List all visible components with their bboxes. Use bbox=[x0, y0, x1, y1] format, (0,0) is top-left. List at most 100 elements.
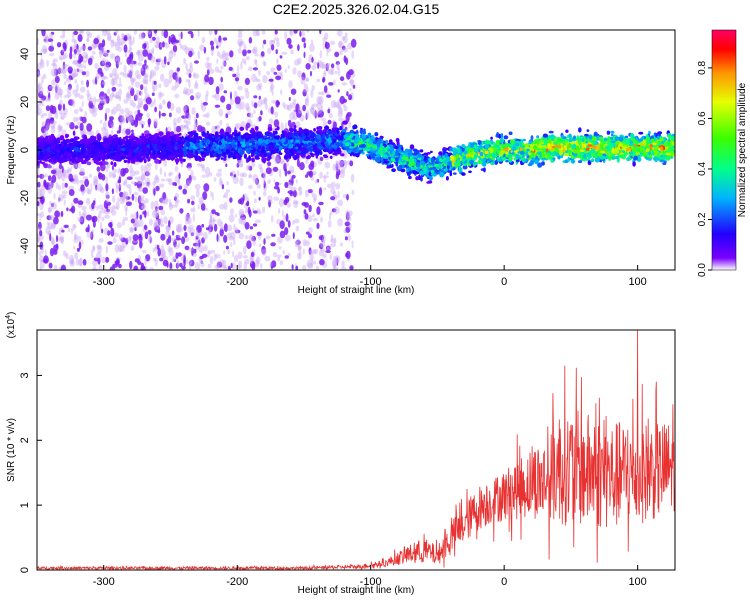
spectrogram-speckle bbox=[85, 70, 90, 78]
spectrogram-speckle bbox=[143, 86, 148, 95]
spectrogram-speckle bbox=[337, 68, 341, 77]
spectrogram-speckle bbox=[190, 195, 196, 201]
spectrogram-speckle bbox=[287, 119, 292, 127]
spectrogram-speckle bbox=[105, 30, 111, 36]
spectrogram-speckle bbox=[44, 35, 50, 40]
spectrogram-speckle bbox=[313, 197, 316, 204]
spectrogram-speckle bbox=[287, 220, 291, 228]
spectrogram-speckle bbox=[167, 101, 172, 109]
spectrogram-speckle bbox=[304, 213, 309, 220]
spectrogram-speckle bbox=[51, 202, 57, 210]
spectrogram-speckle bbox=[187, 166, 192, 172]
spectrogram-speckle bbox=[240, 61, 243, 70]
spectrogram-speckle bbox=[342, 47, 349, 53]
spectrogram-speckle bbox=[105, 191, 110, 199]
spectrogram-speckle bbox=[179, 262, 183, 268]
spectrogram-speckle bbox=[235, 72, 240, 79]
spectrogram-speckle bbox=[181, 44, 188, 51]
spectrogram-speckle bbox=[279, 230, 286, 239]
spectrogram-speckle bbox=[56, 170, 63, 179]
spectrogram-speckle bbox=[66, 92, 72, 98]
spectrogram-ridge-cell bbox=[329, 155, 333, 159]
spectrogram-ridge-cell bbox=[340, 153, 345, 157]
spectrogram-speckle bbox=[305, 110, 310, 119]
spectrogram-speckle bbox=[148, 118, 151, 128]
spectrogram-speckle bbox=[316, 222, 320, 230]
spectrogram-speckle bbox=[277, 257, 281, 262]
spectrogram-speckle bbox=[290, 88, 297, 95]
spectrogram-speckle bbox=[174, 182, 177, 187]
spectrogram-speckle bbox=[49, 52, 55, 57]
spectrogram-speckle bbox=[44, 182, 51, 191]
spectrogram-speckle bbox=[349, 78, 354, 87]
spectrogram-speckle bbox=[176, 226, 182, 233]
spectrogram-speckle bbox=[311, 214, 315, 218]
spectrogram-speckle bbox=[183, 108, 187, 118]
spectrogram-speckle bbox=[180, 31, 183, 40]
spectrogram-speckle bbox=[322, 90, 325, 96]
spectrogram-speckle bbox=[132, 102, 137, 108]
spectrogram-speckle bbox=[302, 239, 307, 247]
spectrogram-speckle bbox=[111, 195, 116, 203]
spectrogram-speckle bbox=[217, 70, 223, 74]
spectrogram-speckle bbox=[335, 61, 340, 65]
spectrogram-speckle bbox=[163, 30, 169, 39]
spectrogram-speckle bbox=[252, 239, 256, 246]
spectrogram-speckle bbox=[263, 61, 267, 67]
spectrogram-speckle bbox=[337, 110, 343, 118]
spectrogram-speckle bbox=[110, 74, 113, 79]
spectrogram-speckle bbox=[95, 252, 102, 261]
spectrogram-speckle bbox=[112, 237, 117, 244]
spectrogram-speckle bbox=[154, 106, 158, 113]
spectrogram-speckle bbox=[72, 59, 79, 65]
spectrogram-speckle bbox=[192, 242, 199, 247]
spectrogram-speckle bbox=[150, 201, 154, 210]
spectrogram-speckle bbox=[58, 197, 61, 202]
spectrogram-speckle bbox=[172, 237, 177, 243]
spectrogram-speckle bbox=[188, 179, 192, 186]
spectrogram-speckle bbox=[271, 233, 276, 237]
spectrogram-speckle bbox=[185, 120, 191, 125]
spectrogram-speckle bbox=[136, 181, 142, 189]
spectrogram-speckle bbox=[304, 98, 308, 106]
spectrogram-speckle bbox=[40, 126, 47, 134]
spectrogram-speckle bbox=[122, 114, 125, 121]
spectrogram-speckle bbox=[157, 247, 161, 257]
spectrogram-speckle bbox=[146, 113, 150, 118]
spectrogram-speckle bbox=[151, 92, 155, 97]
spectrogram-speckle bbox=[158, 183, 165, 188]
spectrogram-speckle bbox=[348, 120, 352, 129]
spectrogram-speckle bbox=[282, 250, 285, 255]
spectrogram-speckle bbox=[301, 37, 306, 43]
spectrogram-speckle bbox=[115, 186, 119, 193]
spectrogram-speckle bbox=[74, 79, 78, 84]
spectrogram-speckle bbox=[305, 63, 311, 70]
spectrogram-speckle bbox=[145, 164, 151, 172]
spectrogram-speckle bbox=[258, 243, 262, 248]
spectrogram-speckle bbox=[284, 68, 287, 74]
spectrogram-speckle bbox=[329, 253, 332, 261]
spectrogram-speckle bbox=[99, 186, 104, 191]
spectrogram-speckle bbox=[207, 250, 212, 255]
spectrogram-speckle bbox=[320, 105, 323, 113]
spectrogram-speckle bbox=[253, 109, 256, 115]
spectrogram-speckle bbox=[181, 115, 187, 119]
spectrogram-speckle bbox=[104, 214, 110, 219]
spectrogram-speckle bbox=[101, 58, 106, 65]
spectrogram-speckle bbox=[287, 105, 290, 111]
spectrogram-speckle bbox=[249, 260, 255, 269]
spectrogram-speckle bbox=[75, 258, 80, 266]
spectrogram-speckle bbox=[287, 104, 292, 111]
spectrogram-speckle bbox=[184, 231, 188, 238]
spectrogram-speckle bbox=[195, 95, 200, 100]
spectrogram-speckle bbox=[143, 73, 149, 79]
spectrogram-speckle bbox=[210, 45, 215, 51]
spectrogram-speckle bbox=[175, 235, 180, 239]
spectrogram-speckle bbox=[330, 40, 336, 46]
spectrogram-speckle bbox=[109, 93, 113, 102]
spectrogram-speckle bbox=[232, 73, 237, 78]
spectrogram-speckle bbox=[165, 230, 171, 238]
spectrogram-speckle bbox=[211, 94, 217, 99]
spectrogram-speckle bbox=[114, 95, 121, 99]
spectrogram-speckle bbox=[216, 125, 220, 134]
